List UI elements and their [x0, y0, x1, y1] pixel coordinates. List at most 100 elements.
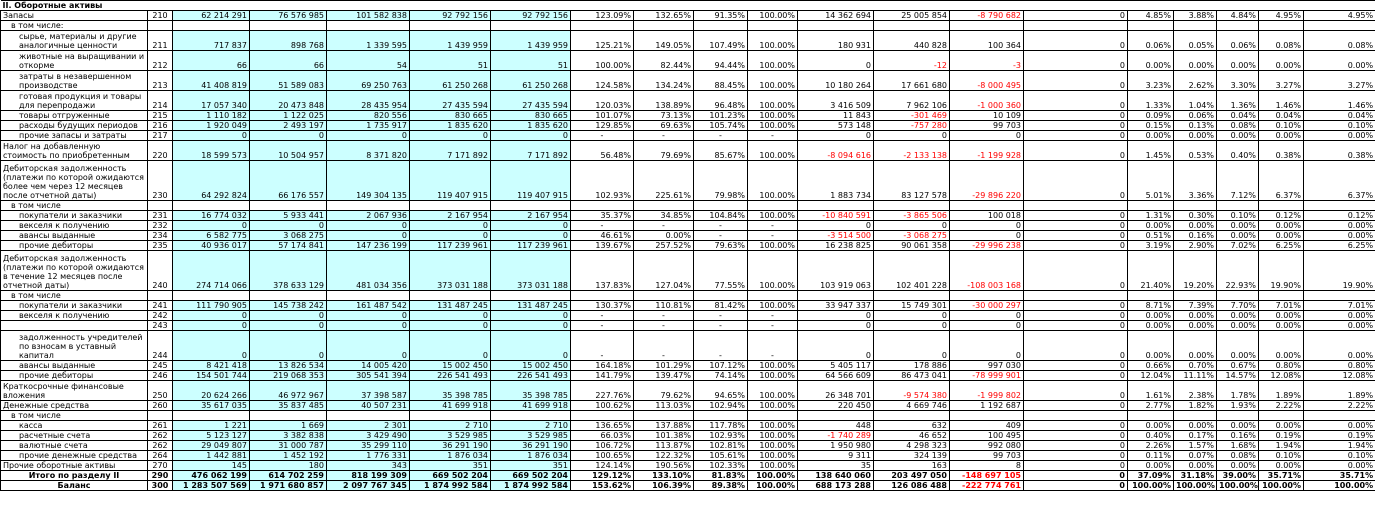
table-cell: 1 776 331 — [326, 450, 410, 461]
table-cell: 898 768 — [249, 30, 327, 51]
table-cell: 3 382 838 — [249, 430, 327, 441]
table-cell: 0 — [326, 320, 410, 331]
table-cell: 1 883 734 — [797, 160, 874, 201]
table-cell — [693, 200, 748, 211]
table-cell: 100.00% — [570, 50, 634, 71]
table-row: расходы будущих периодов 216 1 920 049 2 49… — [0, 120, 1375, 131]
table-cell — [570, 410, 634, 421]
table-cell: 0.16% — [1216, 430, 1259, 441]
table-cell — [1258, 20, 1304, 31]
table-cell: 22.93% — [1216, 250, 1259, 291]
table-cell: 69.63% — [633, 120, 694, 131]
table-cell: 0.00% — [1258, 320, 1304, 331]
table-cell: 100 364 — [949, 30, 1024, 51]
table-cell: 106.39% — [633, 480, 694, 491]
row-code: 217 — [147, 130, 173, 141]
table-cell — [949, 200, 1024, 211]
table-cell: 94.44% — [693, 50, 748, 71]
table-cell: 0 — [1023, 480, 1128, 491]
table-cell: 203 497 050 — [873, 470, 950, 481]
table-cell: - — [570, 220, 634, 231]
table-cell: 0 — [1023, 470, 1128, 481]
table-cell: 100.00% — [747, 250, 798, 291]
table-cell: -30 000 297 — [949, 300, 1024, 311]
table-cell: 0 — [1023, 360, 1128, 371]
table-cell: -108 003 168 — [949, 250, 1024, 291]
table-cell: 15 002 450 — [409, 360, 491, 371]
table-row: векселя к получению 242 0 0 0 0 0- - - -0 0 0 0 0.00%… — [0, 310, 1375, 321]
table-cell: 18 599 573 — [172, 140, 250, 161]
table-cell — [747, 200, 798, 211]
table-cell: 124.14% — [570, 460, 634, 471]
table-cell: 0.00% — [1302, 330, 1375, 361]
table-cell: 141.79% — [570, 370, 634, 381]
table-cell — [1302, 20, 1375, 31]
table-row: затраты в незавершенном производстве 213 4… — [0, 70, 1375, 91]
table-cell — [409, 290, 491, 301]
table-cell — [326, 20, 410, 31]
table-cell: 101 582 838 — [326, 10, 410, 21]
table-cell: 101.38% — [633, 430, 694, 441]
table-cell: 129.85% — [570, 120, 634, 131]
table-cell: 0.00% — [1302, 310, 1375, 321]
table-cell: 7.12% — [1216, 160, 1259, 201]
table-cell: 107.12% — [693, 360, 748, 371]
table-cell: 100.00% — [747, 420, 798, 431]
table-cell: 9 311 — [797, 450, 874, 461]
table-cell: -1 199 928 — [949, 140, 1024, 161]
row-code: 243 — [147, 320, 173, 331]
table-cell: 2 067 936 — [326, 210, 410, 221]
table-cell: 4 298 323 — [873, 440, 950, 451]
table-cell: 1 339 595 — [326, 30, 410, 51]
table-cell: 104.84% — [693, 210, 748, 221]
table-cell: 0 — [1023, 320, 1128, 331]
table-cell: 1.93% — [1216, 400, 1259, 411]
table-cell: 81.42% — [693, 300, 748, 311]
table-cell: 119 407 915 — [490, 160, 571, 201]
table-cell: 113.03% — [633, 400, 694, 411]
table-cell: 324 139 — [873, 450, 950, 461]
table-cell: 8 371 820 — [326, 140, 410, 161]
table-cell: 61 250 268 — [490, 70, 571, 91]
table-cell: 100.00% — [747, 30, 798, 51]
table-cell: 0 — [797, 130, 874, 141]
table-cell: 0 — [873, 320, 950, 331]
table-row: Дебиторская задолженность (платежи по ко… — [0, 250, 1375, 291]
table-cell: 0.08% — [1258, 30, 1304, 51]
table-cell: 29 049 807 — [172, 440, 250, 451]
table-cell: 102.93% — [693, 430, 748, 441]
table-cell: 0.00% — [1173, 460, 1217, 471]
table-cell: 134.24% — [633, 70, 694, 91]
table-cell: 56.48% — [570, 140, 634, 161]
table-cell: 4.95% — [1258, 10, 1304, 21]
table-cell: 34.85% — [633, 210, 694, 221]
table-cell: 226 541 493 — [409, 370, 491, 381]
table-cell: 0 — [949, 320, 1024, 331]
table-cell: 35.37% — [570, 210, 634, 221]
table-cell: 2 301 — [326, 420, 410, 431]
table-cell: 100.00% — [747, 460, 798, 471]
table-cell: 3 416 509 — [797, 90, 874, 111]
table-row: Денежные средства 260 35 617 035 35 837 485… — [0, 400, 1375, 411]
table-cell — [409, 200, 491, 211]
table-cell: 7.02% — [1216, 240, 1259, 251]
table-cell: 2 167 954 — [490, 210, 571, 221]
table-cell: 0 — [1023, 310, 1128, 321]
table-cell: 33 947 337 — [797, 300, 874, 311]
table-cell — [693, 410, 748, 421]
table-row: валютные счета 262 29 049 807 31 000 787 35 … — [0, 440, 1375, 451]
table-cell: 1.68% — [1216, 440, 1259, 451]
table-cell: 0.00% — [1258, 460, 1304, 471]
table-cell: 100.00% — [747, 470, 798, 481]
table-cell: 669 502 204 — [409, 470, 491, 481]
table-cell: 66.03% — [570, 430, 634, 441]
table-cell: 0.00% — [1173, 420, 1217, 431]
table-cell: 688 173 288 — [797, 480, 874, 491]
table-cell: 10 109 — [949, 110, 1024, 121]
table-cell: 0.10% — [1302, 120, 1375, 131]
table-cell: 100 495 — [949, 430, 1024, 441]
table-cell: 3.19% — [1127, 240, 1174, 251]
row-code: 242 — [147, 310, 173, 321]
row-code: 213 — [147, 70, 173, 91]
table-cell: -301 469 — [873, 110, 950, 121]
